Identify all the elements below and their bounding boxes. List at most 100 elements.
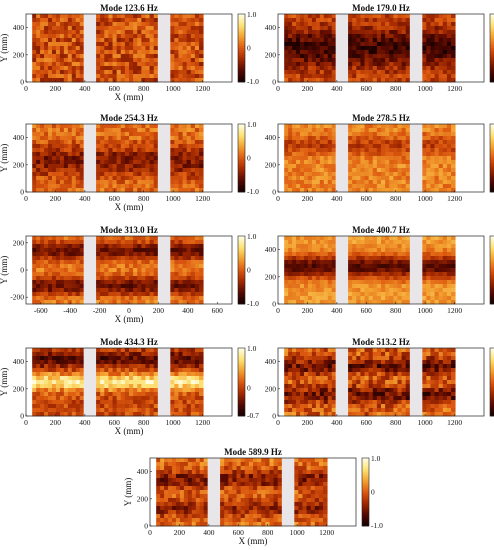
heatmap-cell (96, 180, 101, 185)
heatmap-cell (145, 368, 150, 373)
heatmap-cell (120, 280, 126, 285)
colorbar-step (238, 372, 245, 376)
heatmap-cell (288, 264, 293, 269)
heatmap-cell (48, 58, 53, 63)
heatmap-cell (352, 128, 357, 133)
heatmap-cell (348, 284, 353, 289)
heatmap-cell (186, 348, 192, 353)
heatmap-cell (292, 296, 297, 301)
heatmap-cell (311, 26, 317, 31)
heatmap-cell (405, 244, 411, 249)
heatmap-cell (446, 42, 452, 47)
heatmap-cell (116, 184, 122, 189)
heatmap-cell (59, 392, 65, 397)
heatmap-cell (129, 124, 134, 129)
heatmap-cell (190, 412, 196, 417)
heatmap-cell (315, 136, 321, 141)
heatmap-cell (116, 38, 122, 43)
heatmap-cell (307, 236, 313, 241)
heatmap-cell (356, 128, 361, 133)
heatmap-cell (331, 26, 337, 31)
heatmap-cell (288, 136, 293, 141)
heatmap-cell (422, 132, 427, 137)
heatmap-cell (356, 164, 361, 169)
heatmap-cell (153, 26, 159, 31)
heatmap-cell (451, 188, 456, 193)
heatmap-cell (300, 272, 305, 277)
heatmap-cell (44, 180, 49, 185)
heatmap-cell (190, 168, 196, 173)
heatmap-cell (348, 176, 353, 181)
heatmap-cell (434, 240, 440, 245)
colorbar-step (490, 160, 494, 163)
heatmap-cell (40, 54, 45, 59)
heatmap-cell (376, 296, 382, 301)
heatmap-cell (112, 292, 118, 297)
heatmap-cell (381, 34, 386, 39)
heatmap-cell (348, 58, 353, 63)
heatmap-cell (190, 160, 196, 165)
heatmap-cell (170, 156, 175, 161)
heatmap-cell (194, 372, 200, 377)
heatmap-cell (360, 296, 365, 301)
heatmap-cell (75, 38, 81, 43)
heatmap-cell (137, 264, 142, 269)
heatmap-cell (397, 292, 402, 297)
heatmap-cell (190, 288, 196, 293)
chart-panel-6: Mode 400.7 Hz0 200 400 600 800 1000 1200020040… (265, 225, 494, 315)
heatmap-cell (311, 236, 317, 241)
heatmap-cell (59, 240, 65, 245)
heatmap-cell (319, 248, 325, 253)
heatmap-cell (36, 248, 41, 253)
heatmap-cell (438, 164, 444, 169)
heatmap-cell (170, 408, 175, 413)
heatmap-cell (104, 248, 109, 253)
heatmap-cell (199, 164, 204, 169)
heatmap-cell (174, 30, 179, 35)
heatmap-cell (190, 14, 196, 19)
heatmap-cell (75, 352, 81, 357)
heatmap-cell (307, 30, 313, 35)
heatmap-cell (296, 188, 301, 193)
heatmap-cell (438, 268, 444, 273)
heatmap-cell (451, 292, 456, 297)
heatmap-cell (311, 252, 317, 257)
heatmap-cell (288, 372, 293, 377)
heatmap-cell (307, 152, 313, 157)
heatmap-cell (137, 372, 142, 377)
heatmap-cell (360, 62, 365, 67)
heatmap-cell (422, 140, 427, 145)
heatmap-cell (199, 248, 204, 253)
heatmap-cell (352, 300, 357, 305)
heatmap-cell (303, 244, 309, 249)
heatmap-cell (389, 236, 394, 241)
heatmap-cell (438, 148, 444, 153)
heatmap-cell (75, 124, 81, 129)
heatmap-cell (331, 78, 337, 83)
heatmap-cell (40, 400, 45, 405)
heatmap-cell (284, 30, 289, 35)
heatmap-cell (422, 152, 427, 157)
heatmap-cell (100, 404, 105, 409)
heatmap-cell (96, 132, 101, 137)
heatmap-cell (186, 296, 192, 301)
heatmap-cell (385, 300, 390, 305)
heatmap-cell (63, 164, 69, 169)
heatmap-cell (194, 54, 200, 59)
heatmap-cell (385, 128, 390, 133)
heatmap-cell (120, 292, 126, 297)
heatmap-cell (438, 236, 444, 241)
heatmap-cell (284, 144, 289, 149)
heatmap-cell (186, 172, 192, 177)
heatmap-cell (48, 70, 53, 75)
heatmap-cell (48, 50, 53, 55)
heatmap-cell (71, 364, 77, 369)
heatmap-cell (296, 34, 301, 39)
heatmap-cell (63, 18, 69, 23)
heatmap-cell (141, 384, 146, 389)
heatmap-cell (51, 180, 57, 185)
heatmap-cell (401, 148, 407, 153)
heatmap-cell (397, 26, 402, 31)
heatmap-cell (426, 268, 431, 273)
heatmap-cell (182, 384, 188, 389)
